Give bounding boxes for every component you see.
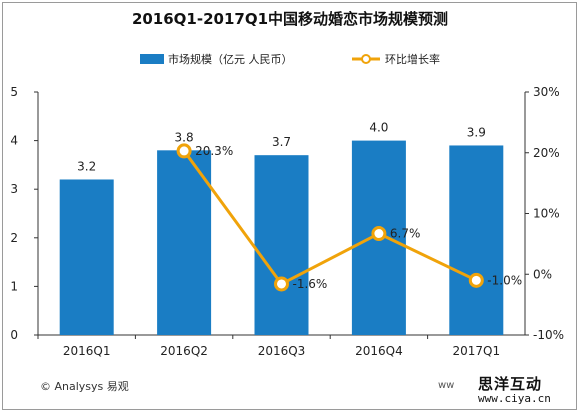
y-right-tick-label: 20% — [533, 146, 560, 160]
bar-value-label: 3.8 — [175, 130, 194, 144]
bar-value-label: 4.0 — [369, 121, 388, 135]
y-left-tick-label: 3 — [10, 182, 18, 196]
bar — [59, 179, 114, 335]
source-label: © Analysys 易观 — [40, 380, 129, 393]
y-left-tick-label: 1 — [10, 279, 18, 293]
bar-value-label: 3.2 — [77, 159, 96, 173]
legend-marker-line — [361, 54, 371, 64]
y-right-tick-label: 10% — [533, 207, 560, 221]
growth-value-label: -1.6% — [293, 277, 328, 291]
chart-frame — [2, 2, 577, 410]
bar — [449, 145, 504, 335]
bar — [157, 150, 212, 335]
y-left-tick-label: 2 — [10, 231, 18, 245]
bar-value-label: 3.7 — [272, 135, 291, 149]
y-right-tick-label: -10% — [533, 328, 564, 342]
brand-name: 思洋互动 — [478, 375, 543, 393]
bar-value-label: 3.9 — [467, 125, 486, 139]
growth-point — [176, 143, 192, 159]
chart-title: 2016Q1-2017Q1中国移动婚恋市场规模预测 — [132, 10, 448, 28]
growth-point — [468, 272, 484, 288]
growth-value-label: 6.7% — [390, 227, 421, 241]
x-tick-label: 2016Q4 — [355, 344, 403, 358]
growth-value-label: 20.3% — [195, 144, 233, 158]
x-tick-label: 2016Q1 — [63, 344, 111, 358]
y-right-tick-label: 30% — [533, 85, 560, 99]
y-left-tick-label: 5 — [10, 85, 18, 99]
bar — [254, 155, 309, 335]
x-tick-label: 2016Q2 — [160, 344, 208, 358]
growth-value-label: -1.0% — [487, 273, 522, 287]
growth-line — [182, 150, 477, 286]
brand-url: www.ciya.cn — [478, 392, 551, 405]
growth-point — [274, 276, 289, 292]
legend-swatch-bar — [140, 54, 164, 64]
y-left-tick-label: 4 — [10, 134, 18, 148]
x-tick-label: 2016Q3 — [258, 344, 306, 358]
watermark-text: ww — [438, 380, 455, 391]
x-tick-label: 2017Q1 — [452, 344, 500, 358]
growth-point — [371, 226, 387, 242]
legend-label-line: 环比增长率 — [385, 52, 440, 66]
y-right-tick-label: 0% — [533, 267, 552, 281]
y-left-tick-label: 0 — [10, 328, 18, 342]
brand-logo-box — [470, 374, 574, 406]
legend-label-bar: 市场规模（亿元 人民币） — [168, 52, 293, 66]
